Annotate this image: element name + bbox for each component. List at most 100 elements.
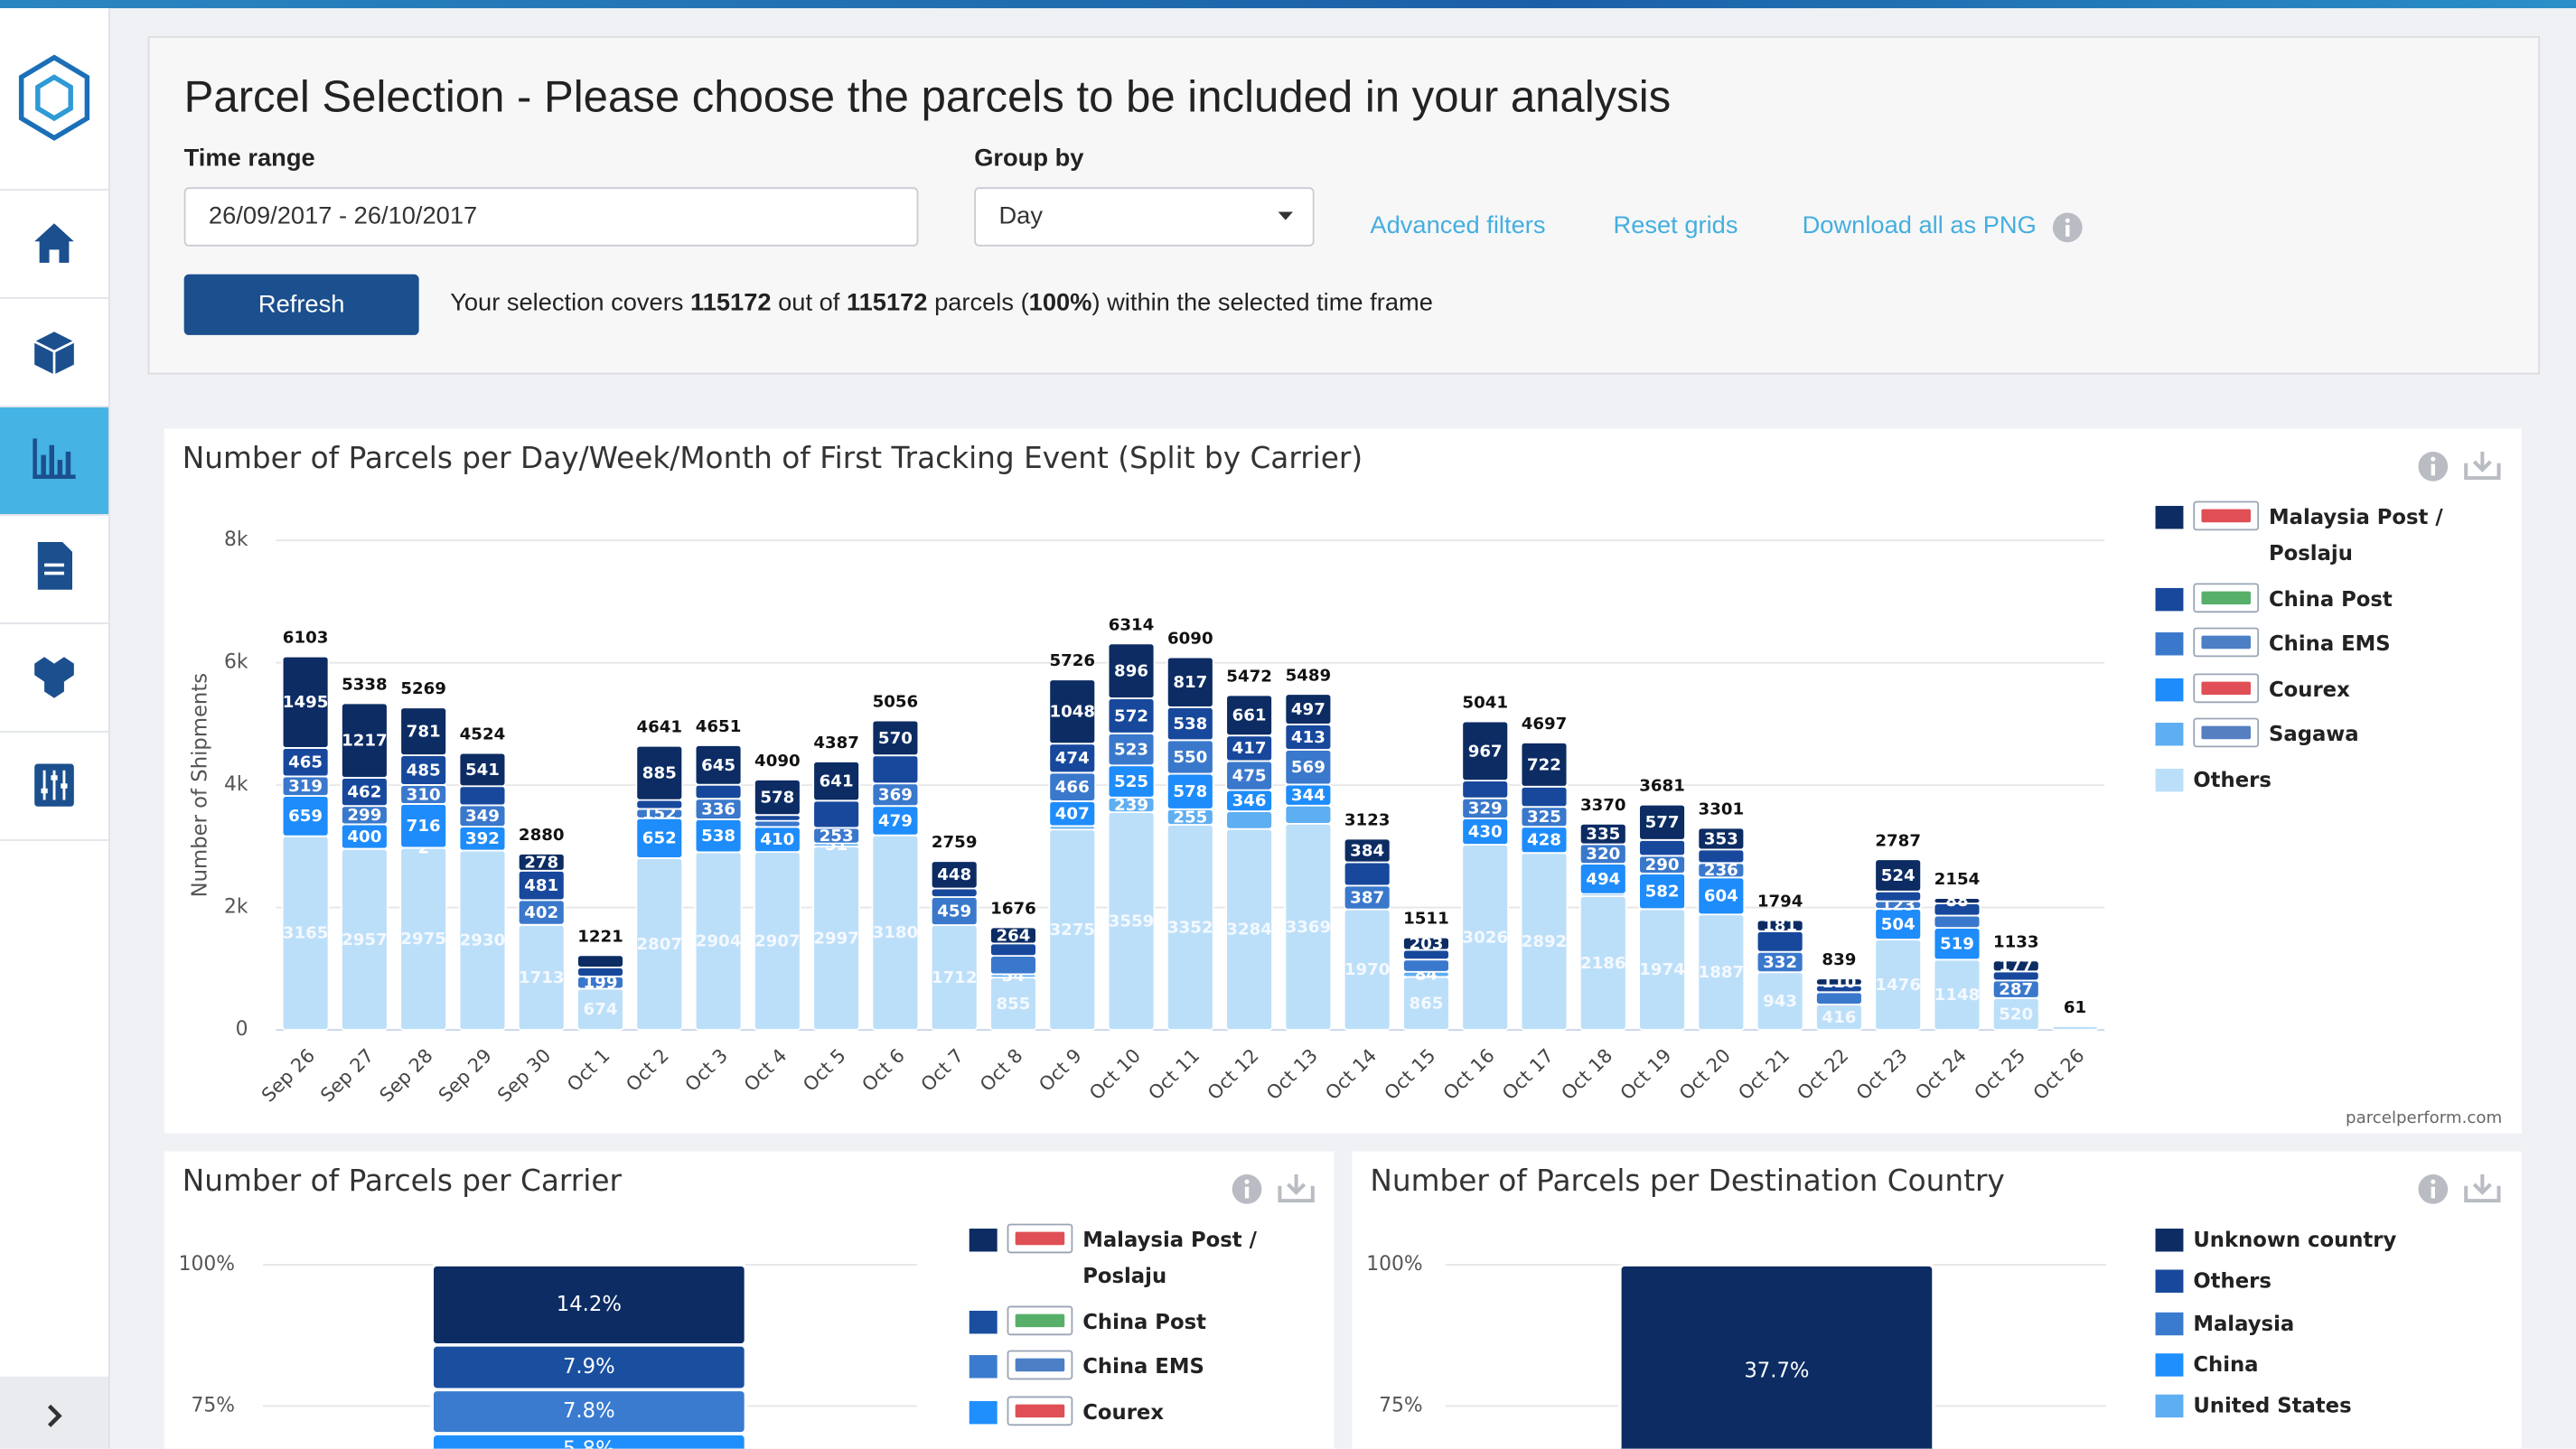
x-tick-label: Oct 13: [1262, 1044, 1322, 1104]
bar-segment: [813, 800, 859, 827]
bar-label: 885: [642, 764, 677, 783]
bar-label: 604: [1704, 887, 1738, 906]
stack-total: 4524: [460, 725, 506, 744]
stack-total: 4387: [813, 734, 859, 753]
logo-mark: [2201, 726, 2251, 740]
legend-label: Malaysia Post / Poslaju: [1082, 1222, 1288, 1295]
logo-mark: [1016, 1313, 1065, 1327]
bar-label: 645: [701, 756, 735, 775]
bar-label: 1476: [1875, 976, 1921, 995]
legend-swatch: [2156, 632, 2184, 655]
y-tick-label: 8k: [224, 528, 248, 551]
legend-item: Unknown country: [2156, 1222, 2485, 1258]
bar-label: 400: [347, 827, 381, 846]
info-icon[interactable]: [2418, 452, 2448, 481]
download-icon[interactable]: [2466, 452, 2498, 478]
chart-title: Number of Parcels per Carrier: [183, 1164, 623, 1198]
legend-label: Unknown country: [2193, 1222, 2396, 1258]
x-tick-label: Oct 15: [1380, 1044, 1439, 1104]
logo-mark: [2201, 591, 2251, 604]
y-tick-label: 100%: [179, 1253, 235, 1276]
bar-label: 497: [1291, 700, 1325, 719]
stack-total: 6103: [283, 629, 329, 648]
x-tick-label: Sep 30: [493, 1044, 555, 1106]
legend-label: Courex: [2269, 671, 2350, 707]
chart-title: Number of Parcels per Day/Week/Month of …: [183, 441, 1363, 475]
download-icon[interactable]: [1279, 1174, 1312, 1201]
bar-label: 329: [1468, 799, 1503, 818]
bar-segment: [577, 955, 623, 968]
bar-segment: [1403, 959, 1449, 972]
bar-label: 7.8%: [563, 1399, 615, 1423]
info-icon[interactable]: [2418, 1174, 2448, 1204]
legend-label: Courex: [1082, 1394, 1164, 1430]
bar-segment: [1875, 892, 1921, 902]
bar-segment: [459, 786, 505, 805]
y-tick-label: 75%: [1379, 1394, 1422, 1416]
bar-label: 652: [642, 829, 677, 848]
bar-label: 523: [1114, 740, 1148, 759]
x-tick-label: Oct 21: [1734, 1044, 1794, 1104]
info-bar: [1245, 1187, 1249, 1199]
legend-item: Courex: [2156, 671, 2485, 707]
stack-total: 1794: [1757, 893, 1803, 911]
bar-segment: [1620, 1265, 1934, 1449]
bar-label: 3275: [1049, 921, 1095, 940]
bar-label: 2892: [1522, 932, 1568, 951]
x-tick-label: Oct 17: [1498, 1044, 1558, 1104]
bar-label: 1048: [1049, 703, 1095, 722]
bar-label: 255: [1173, 808, 1207, 827]
bar-label: 407: [1055, 805, 1090, 824]
bar-label: 582: [1645, 883, 1680, 902]
bar-label: 3026: [1462, 928, 1508, 947]
legend-swatch: [2156, 1312, 2184, 1334]
bar-label: 577: [1645, 813, 1680, 832]
legend-item: China EMS: [970, 1349, 1298, 1385]
stack-total: 4090: [754, 752, 801, 771]
bar-label: 239: [1114, 796, 1148, 815]
legend-swatch: [2156, 1229, 2184, 1251]
bar-label: 319: [288, 777, 323, 796]
logo-mark: [1016, 1404, 1065, 1417]
info-icon[interactable]: [1232, 1174, 1262, 1204]
chart-title: Number of Parcels per Destination Countr…: [1370, 1164, 2004, 1198]
bar-label: 1217: [342, 732, 388, 751]
bar-label: 538: [1173, 715, 1207, 734]
bar-label: 462: [347, 782, 381, 801]
download-icon[interactable]: [2466, 1174, 2498, 1201]
legend-item: Others: [2156, 762, 2485, 799]
x-tick-label: Sep 29: [435, 1044, 496, 1106]
stack-total: 3681: [1639, 777, 1685, 796]
bar-label: 335: [1586, 825, 1620, 844]
bar-label: 481: [524, 876, 558, 895]
legend-item: Malaysia: [2156, 1305, 2485, 1341]
info-dot: [1244, 1180, 1249, 1184]
legend-label: Malaysia Post / Poslaju: [2269, 500, 2474, 572]
legend-swatch: [2156, 1270, 2184, 1293]
legend-swatch: [2156, 769, 2184, 791]
y-tick-label: 75%: [192, 1394, 235, 1416]
bar-label: 781: [407, 723, 441, 742]
y-tick-label: 6k: [224, 651, 248, 674]
bar-label: 346: [1232, 791, 1267, 810]
x-tick-label: Oct 10: [1085, 1044, 1145, 1104]
carrier-logo: [1007, 1305, 1073, 1335]
bar-label: 943: [1763, 992, 1797, 1011]
bar-label: 2975: [400, 930, 446, 949]
stack-total: 6090: [1167, 630, 1213, 649]
bar-label: 550: [1173, 748, 1207, 767]
bar-label: 402: [524, 903, 558, 922]
bar-label: 344: [1291, 786, 1325, 805]
y-tick-label: 100%: [1366, 1253, 1422, 1276]
legend-label: China Post: [2269, 581, 2393, 617]
bar-segment: [577, 968, 623, 977]
x-tick-label: Oct 18: [1557, 1044, 1616, 1104]
carrier-logo: [2193, 673, 2259, 703]
legend-label: China Post: [1082, 1304, 1206, 1340]
bar-label: 494: [1586, 870, 1620, 889]
bar-label: 384: [1350, 841, 1384, 860]
bar-label: 817: [1173, 673, 1207, 692]
bar-label: 541: [465, 761, 500, 780]
bar-segment: [1934, 916, 1981, 929]
